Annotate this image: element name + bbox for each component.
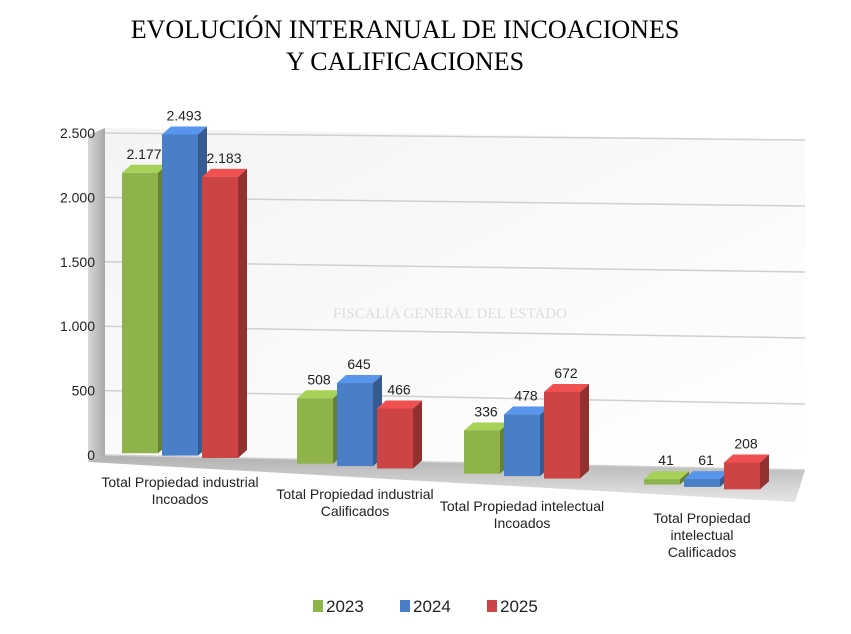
- bar-top: [644, 471, 689, 480]
- bar: [377, 408, 413, 469]
- legend-label: 2023: [326, 597, 364, 616]
- bar: [337, 383, 373, 467]
- legend: 2023 2024 2025: [313, 597, 538, 616]
- title-line: Y CALIFICACIONES: [286, 47, 524, 76]
- bar: [644, 479, 680, 485]
- value-label: 672: [554, 365, 578, 381]
- bar-top: [122, 164, 167, 173]
- value-label: 466: [387, 381, 411, 397]
- back-wall: [105, 128, 805, 470]
- watermark: FISCALÍA GENERAL DEL ESTADO: [333, 305, 567, 322]
- legend-swatch: [487, 600, 497, 612]
- bar: [684, 479, 720, 487]
- y-tick-label: 1.500: [60, 254, 95, 270]
- bar: [544, 391, 580, 479]
- bar-top: [504, 406, 549, 415]
- legend-swatch: [400, 600, 410, 612]
- title-line: EVOLUCIÓN INTERANUAL DE INCOACIONES: [131, 15, 680, 44]
- bar-top: [202, 168, 247, 177]
- bar-top: [162, 126, 207, 135]
- bar-top: [724, 454, 769, 463]
- bars: 2.177 2.493 2.183 508 645 466 336 478 672 41 61 208: [122, 108, 769, 490]
- chart-title: EVOLUCIÓN INTERANUAL DE INCOACIONES Y CAL…: [131, 15, 680, 76]
- y-tick-label: 1.000: [60, 318, 95, 334]
- legend-swatch: [313, 600, 323, 612]
- side-wall: [88, 128, 105, 462]
- bar: [297, 398, 333, 464]
- legend-label: 2025: [500, 597, 538, 616]
- bar: [504, 414, 540, 477]
- value-label: 478: [514, 388, 538, 404]
- bar-side: [413, 400, 422, 469]
- x-tick-label: Total Propiedad industrial Incoados: [101, 474, 259, 507]
- y-tick-label: 500: [72, 383, 96, 399]
- legend-label: 2024: [413, 597, 451, 616]
- bar-top: [684, 471, 729, 480]
- bar-side: [238, 168, 247, 459]
- bar: [464, 430, 500, 474]
- bar-top: [464, 422, 509, 431]
- bar: [202, 176, 238, 459]
- x-tick-label: Total Propiedad industrial Calificados: [276, 486, 434, 519]
- bar-top: [544, 383, 589, 392]
- x-tick-label: Total Propiedad intelectual Calificados: [653, 510, 751, 560]
- bar-side: [680, 471, 689, 485]
- value-label: 2.493: [166, 108, 201, 124]
- x-tick-label: Total Propiedad intelectual Incoados: [439, 498, 605, 531]
- bar: [122, 172, 158, 454]
- value-label: 2.183: [206, 150, 241, 166]
- y-tick-label: 2.000: [60, 189, 95, 205]
- value-label: 41: [658, 452, 674, 468]
- bar-top: [297, 390, 342, 399]
- grid-line: [104, 132, 806, 141]
- value-label: 61: [698, 452, 714, 468]
- value-label: 336: [474, 403, 498, 419]
- bar: [162, 134, 198, 456]
- value-label: 2.177: [126, 146, 161, 162]
- bar-side: [760, 454, 769, 490]
- bar: [724, 462, 760, 490]
- bar-top: [337, 375, 382, 384]
- value-label: 208: [734, 436, 758, 452]
- value-label: 508: [307, 371, 331, 387]
- bar-side: [580, 383, 589, 479]
- y-tick-label: 0: [87, 447, 95, 463]
- y-tick-label: 2.500: [60, 125, 95, 141]
- value-label: 645: [347, 356, 371, 372]
- bar-top: [377, 400, 422, 409]
